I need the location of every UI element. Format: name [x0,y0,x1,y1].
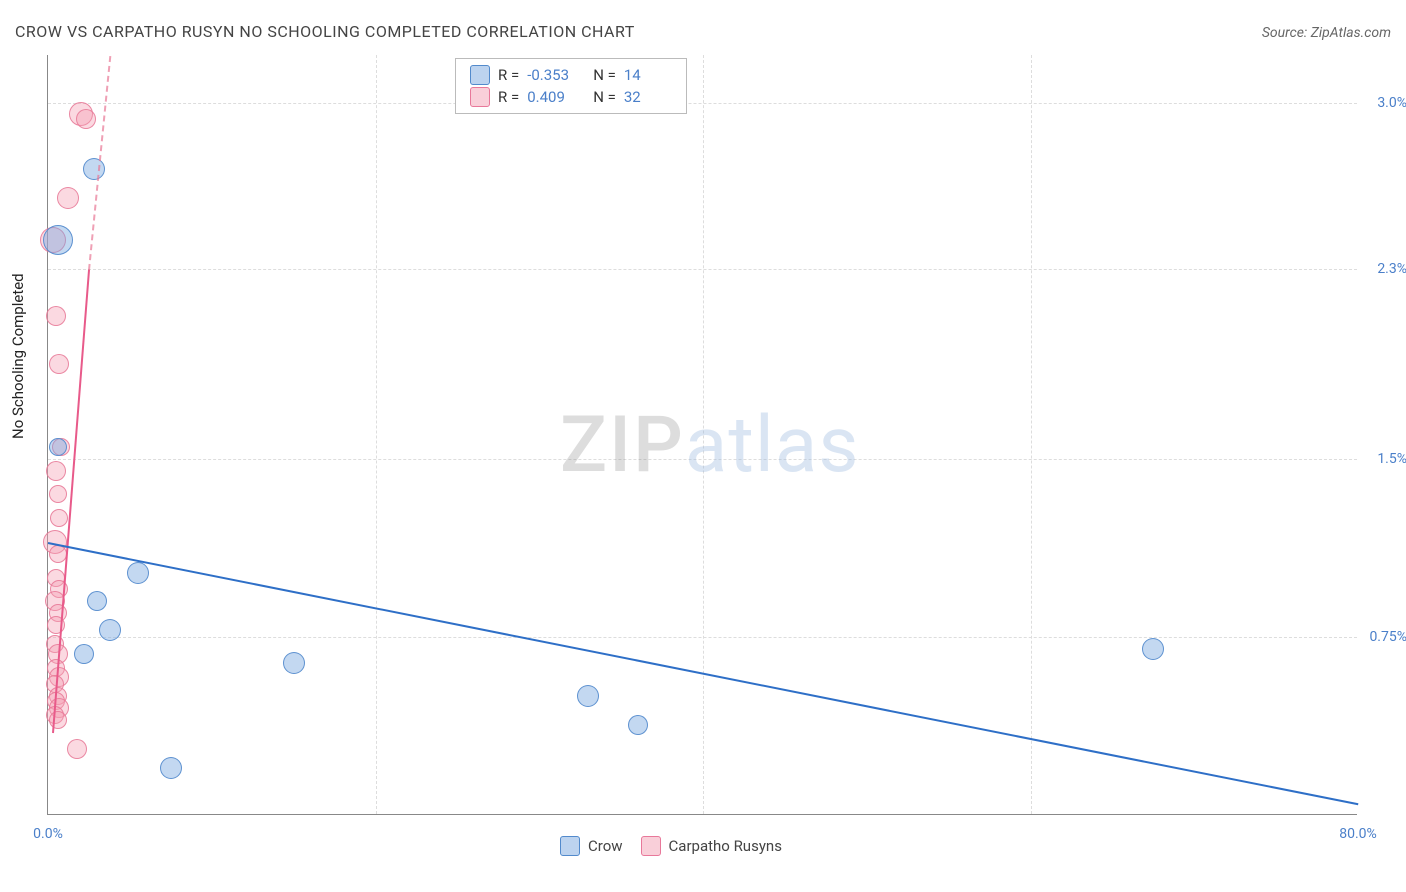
scatter-point-pink [49,354,69,374]
y-tick-label: 2.3% [1377,261,1406,277]
scatter-point-pink [67,739,87,759]
scatter-point-blue [1142,638,1164,660]
stats-n-value: 32 [624,88,672,106]
bottom-legend: Crow Carpatho Rusyns [560,836,782,856]
legend-swatch-pink [470,87,490,107]
stats-box: R = -0.353 N = 14 R = 0.409 N = 32 [455,58,687,114]
scatter-point-blue [83,158,105,180]
stats-n-label: N = [593,66,616,84]
scatter-point-blue [43,225,73,255]
scatter-point-pink [46,306,66,326]
scatter-point-blue [127,562,149,584]
plot-area: 0.75%1.5%2.3%3.0%0.0%80.0% [47,55,1357,815]
scatter-point-blue [49,438,67,456]
scatter-point-pink [57,187,79,209]
scatter-point-pink [46,461,66,481]
legend-item: Carpatho Rusyns [641,836,782,856]
scatter-point-blue [577,685,599,707]
legend-swatch-pink [641,836,661,856]
scatter-point-blue [160,757,182,779]
stats-r-value: -0.353 [527,66,575,84]
y-axis-title: No Schooling Completed [9,273,27,439]
scatter-point-blue [628,715,648,735]
grid-line-v [1031,55,1032,814]
scatter-point-pink [49,485,67,503]
chart-source: Source: ZipAtlas.com [1262,25,1391,41]
stats-r-label: R = [498,88,519,106]
legend-item: Crow [560,836,623,856]
legend-swatch-blue [560,836,580,856]
y-tick-label: 1.5% [1377,451,1406,467]
scatter-point-blue [74,644,94,664]
grid-line-v [703,55,704,814]
y-tick-label: 0.75% [1369,629,1406,645]
legend-label: Carpatho Rusyns [669,837,782,855]
chart-title: CROW VS CARPATHO RUSYN NO SCHOOLING COMP… [15,22,635,41]
x-tick-label: 0.0% [33,826,63,842]
scatter-point-blue [283,652,305,674]
stats-n-label: N = [593,88,616,106]
stats-r-label: R = [498,66,519,84]
stats-n-value: 14 [624,66,672,84]
y-tick-label: 3.0% [1377,95,1406,111]
scatter-point-blue [99,619,121,641]
legend-label: Crow [588,837,623,855]
grid-line-v [376,55,377,814]
scatter-point-pink [50,509,68,527]
stats-row: R = -0.353 N = 14 [470,65,672,85]
scatter-point-pink [76,109,96,129]
scatter-point-pink [49,545,67,563]
x-tick-label: 80.0% [1339,826,1377,842]
legend-swatch-blue [470,65,490,85]
stats-row: R = 0.409 N = 32 [470,87,672,107]
scatter-point-blue [87,591,107,611]
stats-r-value: 0.409 [527,88,575,106]
